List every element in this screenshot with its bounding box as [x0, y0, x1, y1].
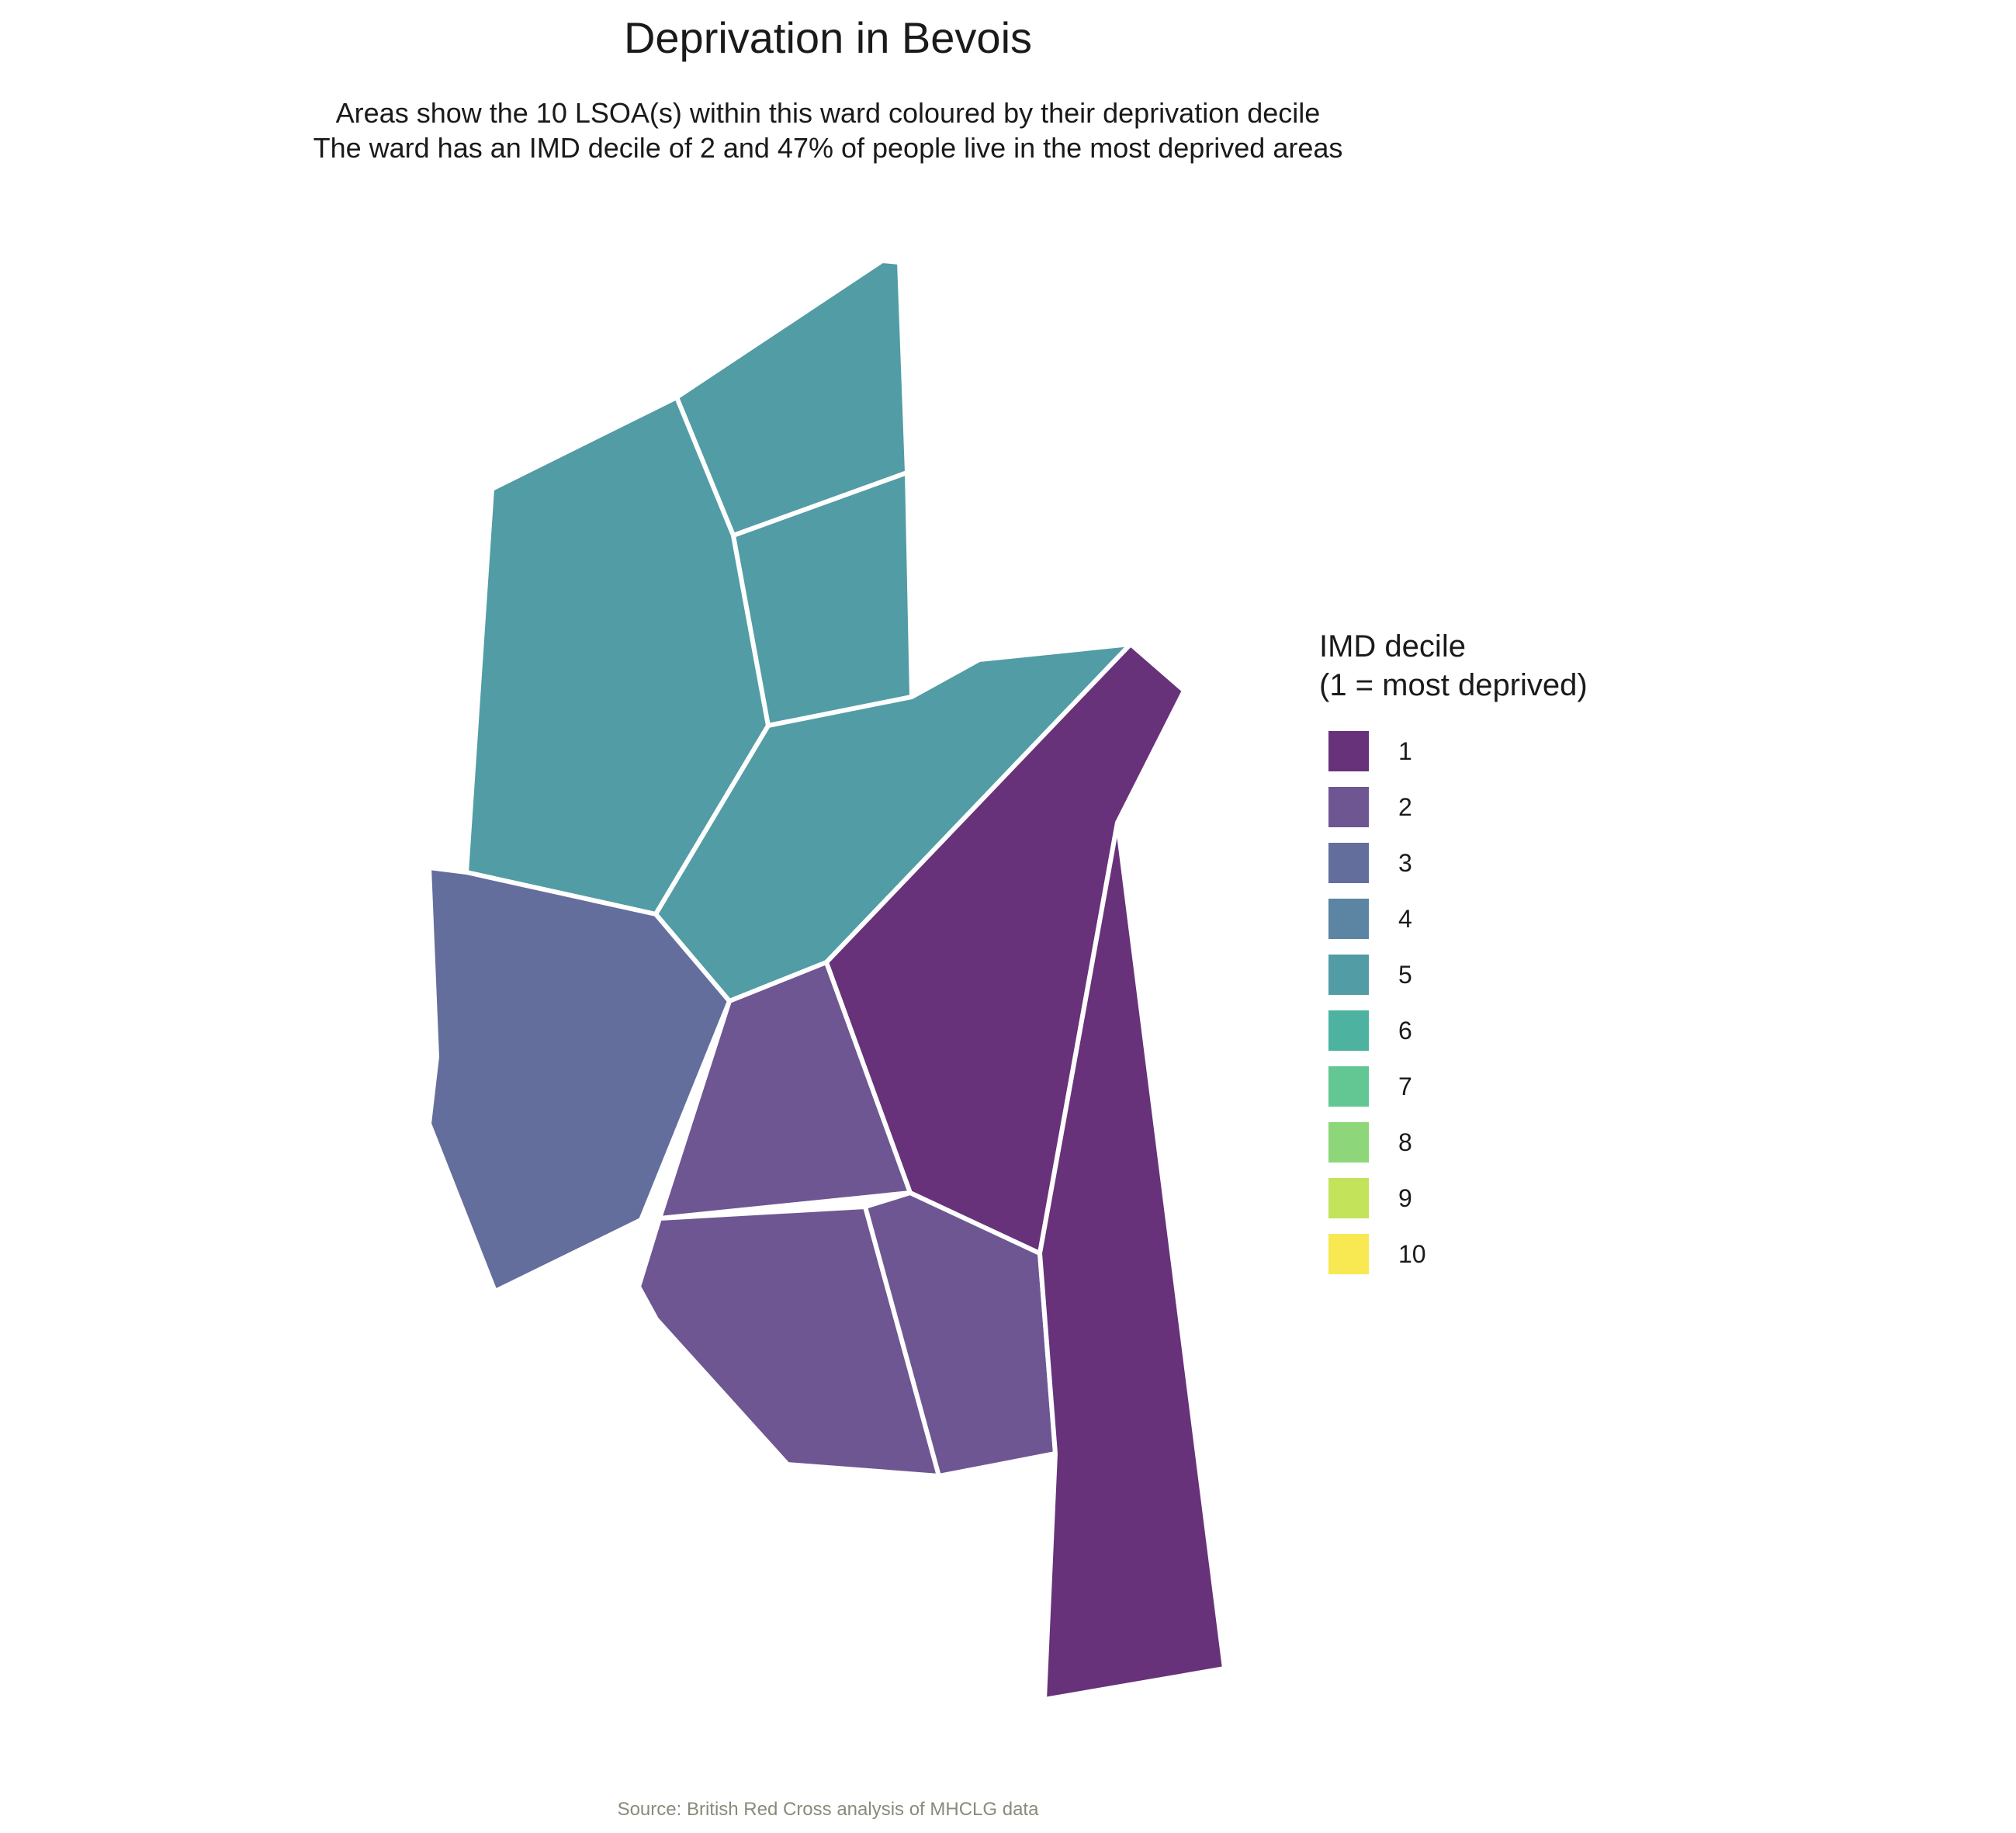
lsoa-area-10 — [1037, 820, 1227, 1702]
legend-label: 5 — [1398, 960, 1412, 989]
legend-item-10: 10 — [1319, 1226, 1588, 1282]
lsoa-area-5 — [427, 865, 732, 1294]
legend: IMD decile (1 = most deprived) 1 2 3 4 5 6 7 8 9… — [1319, 627, 1588, 1282]
chart-subtitle-line-2: The ward has an IMD decile of 2 and 47% … — [313, 132, 1343, 164]
legend-item-4: 4 — [1319, 891, 1588, 947]
legend-item-3: 3 — [1319, 835, 1588, 891]
legend-swatch — [1328, 787, 1369, 827]
legend-item-8: 8 — [1319, 1114, 1588, 1170]
legend-swatch — [1328, 1178, 1369, 1218]
legend-swatch — [1328, 899, 1369, 939]
legend-label: 8 — [1398, 1128, 1412, 1156]
legend-label: 3 — [1398, 848, 1412, 877]
legend-swatch — [1328, 843, 1369, 883]
legend-item-5: 5 — [1319, 947, 1588, 1003]
chart-subtitle-line-1: Areas show the 10 LSOA(s) within this wa… — [335, 97, 1321, 129]
legend-label: 9 — [1398, 1183, 1412, 1212]
chart-title: Deprivation in Bevois — [623, 13, 1033, 62]
legend-title-line-1: IMD decile — [1319, 629, 1466, 664]
legend-swatch — [1328, 1234, 1369, 1274]
legend-label: 6 — [1398, 1016, 1412, 1045]
legend-item-1: 1 — [1319, 723, 1588, 779]
legend-swatch — [1328, 955, 1369, 995]
source-caption: Source: British Red Cross analysis of MH… — [617, 1799, 1039, 1820]
legend-item-2: 2 — [1319, 779, 1588, 835]
legend-title-line-2: (1 = most deprived) — [1319, 668, 1588, 702]
legend-swatch — [1328, 1122, 1369, 1163]
legend-label: 4 — [1398, 904, 1412, 933]
legend-swatch — [1328, 1066, 1369, 1107]
legend-swatch — [1328, 1010, 1369, 1051]
legend-label: 1 — [1398, 736, 1412, 765]
legend-item-6: 6 — [1319, 1003, 1588, 1059]
legend-item-9: 9 — [1319, 1170, 1588, 1226]
legend-items: 1 2 3 4 5 6 7 8 9 10 — [1319, 723, 1588, 1282]
legend-item-7: 7 — [1319, 1059, 1588, 1114]
legend-label: 2 — [1398, 792, 1412, 821]
legend-label: 10 — [1398, 1239, 1426, 1268]
legend-swatch — [1328, 731, 1369, 771]
legend-label: 7 — [1398, 1072, 1412, 1100]
